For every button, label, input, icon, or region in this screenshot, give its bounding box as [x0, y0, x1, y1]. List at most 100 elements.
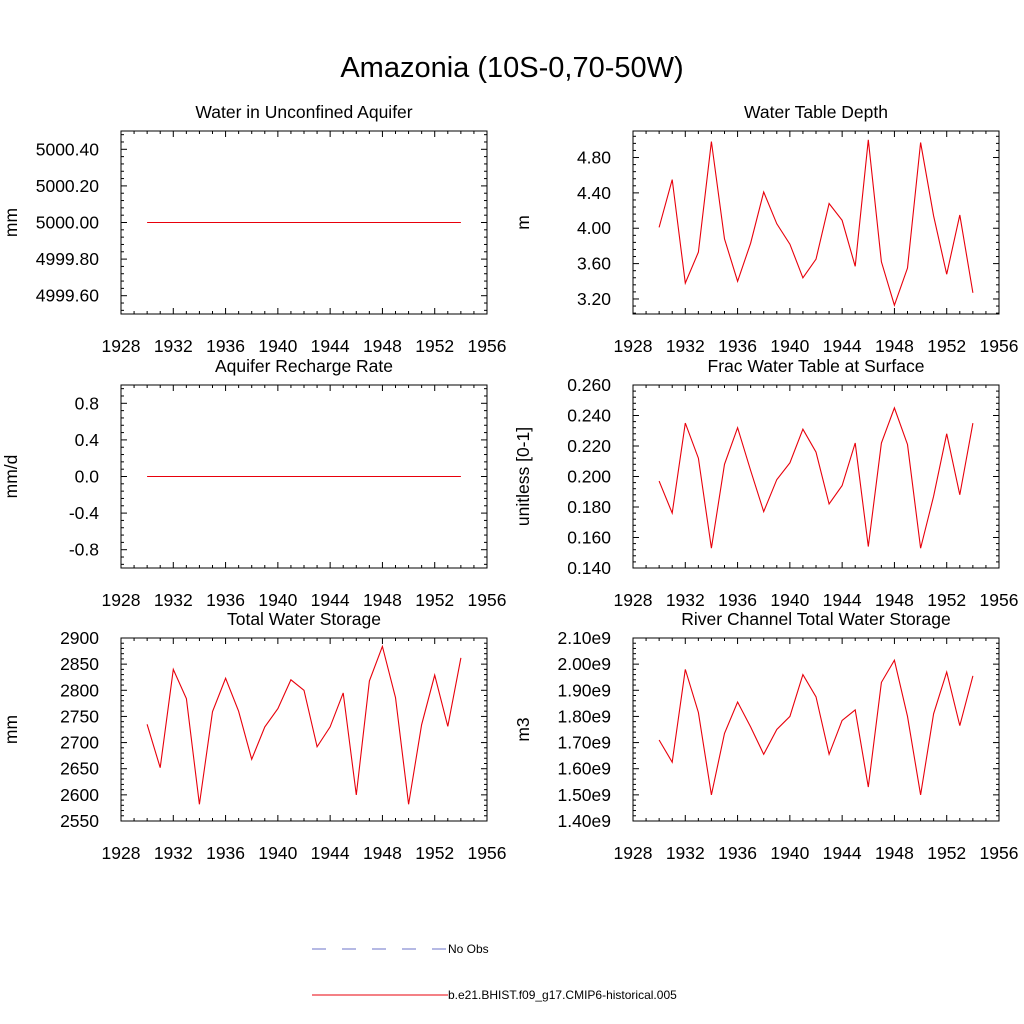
- x-tick-label: 1956: [468, 590, 507, 610]
- y-tick-label: 0.220: [567, 436, 611, 456]
- x-tick-label: 1956: [980, 843, 1019, 863]
- x-tick-label: 1928: [614, 590, 653, 610]
- y-axis-label: m: [513, 215, 533, 230]
- y-tick-label: 2900: [60, 628, 99, 648]
- y-tick-label: 2600: [60, 785, 99, 805]
- y-tick-label: 2650: [60, 759, 99, 779]
- chart-panel-2: Aquifer Recharge Rate mm/d 1928 1932 1936 194…: [1, 356, 506, 610]
- x-tick-label: 1940: [770, 336, 809, 356]
- y-tick-label: 0.140: [567, 558, 611, 578]
- y-axis-label: mm: [1, 208, 21, 237]
- x-tick-label: 1944: [311, 843, 350, 863]
- x-tick-label: 1944: [823, 336, 862, 356]
- x-tick-label: 1932: [154, 843, 193, 863]
- x-tick-label: 1956: [980, 590, 1019, 610]
- y-tick-label: 0.260: [567, 375, 611, 395]
- y-tick-label: 0.8: [75, 393, 99, 413]
- panel-title: Frac Water Table at Surface: [708, 356, 925, 376]
- plot-frame: [632, 637, 1000, 822]
- x-tick-label: 1952: [415, 336, 454, 356]
- y-tick-label: 2700: [60, 733, 99, 753]
- y-tick-label: 5000.40: [36, 139, 100, 159]
- y-tick-label: 1.50e9: [557, 785, 611, 805]
- x-tick-label: 1936: [718, 590, 757, 610]
- x-tick-label: 1948: [363, 336, 402, 356]
- y-tick-label: 0.0: [75, 467, 100, 487]
- chart-panel-0: Water in Unconfined Aquifer mm 1928 1932 193…: [1, 102, 506, 356]
- x-tick-label: 1956: [468, 843, 507, 863]
- y-tick-label: 1.80e9: [557, 706, 611, 726]
- x-tick-label: 1952: [927, 336, 966, 356]
- x-tick-label: 1952: [415, 590, 454, 610]
- figure-title: Amazonia (10S-0,70-50W): [340, 52, 684, 84]
- y-tick-label: 2.00e9: [557, 654, 611, 674]
- x-tick-label: 1940: [258, 336, 297, 356]
- y-tick-label: 2800: [60, 680, 99, 700]
- x-tick-label: 1928: [102, 590, 141, 610]
- series-line: [146, 644, 462, 805]
- panel-grid: Water in Unconfined Aquifer mm 1928 1932 193…: [1, 102, 1019, 863]
- x-tick-label: 1928: [102, 336, 141, 356]
- y-tick-label: 4999.80: [36, 249, 100, 269]
- series-line: [658, 658, 974, 796]
- plot-frame: [632, 130, 1000, 315]
- x-tick-label: 1940: [770, 843, 809, 863]
- y-tick-label: -0.4: [69, 503, 99, 523]
- x-tick-label: 1948: [875, 590, 914, 610]
- y-tick-label: 0.240: [567, 406, 611, 426]
- series-line: [658, 139, 974, 307]
- y-tick-label: 4999.60: [36, 286, 100, 306]
- x-tick-label: 1932: [666, 336, 705, 356]
- y-tick-label: 2.10e9: [557, 628, 611, 648]
- y-tick-label: 2550: [60, 811, 99, 831]
- y-tick-label: 1.70e9: [557, 733, 611, 753]
- x-tick-label: 1948: [363, 843, 402, 863]
- panel-title: River Channel Total Water Storage: [681, 609, 950, 629]
- y-tick-label: 0.160: [567, 528, 611, 548]
- legend-line-no-obs: [312, 948, 448, 950]
- panel-title: Total Water Storage: [227, 609, 381, 629]
- x-tick-label: 1944: [311, 336, 350, 356]
- y-tick-label: 5000.20: [36, 176, 100, 196]
- x-tick-label: 1932: [154, 590, 193, 610]
- x-tick-label: 1956: [980, 336, 1019, 356]
- chart-panel-4: Total Water Storage mm 1928 1932 1936 1940 194…: [1, 609, 506, 863]
- y-tick-label: 4.00: [577, 218, 611, 238]
- y-tick-label: 0.180: [567, 497, 611, 517]
- legend-label-model: b.e21.BHIST.f09_g17.CMIP6-historical.005: [448, 988, 677, 1002]
- x-tick-label: 1944: [823, 843, 862, 863]
- x-tick-label: 1936: [206, 843, 245, 863]
- y-axis-label: mm/d: [1, 455, 21, 499]
- x-tick-label: 1928: [614, 843, 653, 863]
- chart-panel-1: Water Table Depth m 1928 1932 1936 1940 1944 19…: [513, 102, 1018, 356]
- x-tick-label: 1952: [415, 843, 454, 863]
- x-tick-label: 1936: [718, 843, 757, 863]
- legend-item-no-obs: No Obs: [312, 941, 489, 957]
- x-tick-label: 1952: [927, 843, 966, 863]
- x-tick-label: 1948: [875, 843, 914, 863]
- legend-line-model: [312, 994, 448, 996]
- y-tick-label: 0.4: [75, 430, 100, 450]
- x-tick-label: 1932: [666, 843, 705, 863]
- legend-item-model: b.e21.BHIST.f09_g17.CMIP6-historical.005: [312, 987, 677, 1003]
- x-tick-label: 1948: [875, 336, 914, 356]
- x-tick-label: 1928: [102, 843, 141, 863]
- x-tick-label: 1936: [206, 336, 245, 356]
- y-tick-label: 1.90e9: [557, 680, 611, 700]
- y-tick-label: 3.20: [577, 289, 611, 309]
- y-tick-label: 4.80: [577, 148, 611, 168]
- y-axis-label: mm: [1, 715, 21, 744]
- y-axis-label: unitless [0-1]: [513, 427, 533, 526]
- x-tick-label: 1948: [363, 590, 402, 610]
- y-tick-label: 1.40e9: [557, 811, 611, 831]
- x-tick-label: 1928: [614, 336, 653, 356]
- y-tick-label: 5000.00: [36, 213, 100, 233]
- panel-title: Aquifer Recharge Rate: [215, 356, 393, 376]
- y-tick-label: 2750: [60, 706, 99, 726]
- x-tick-label: 1936: [206, 590, 245, 610]
- panel-title: Water Table Depth: [744, 102, 888, 122]
- y-tick-label: 4.40: [577, 183, 611, 203]
- x-tick-label: 1952: [927, 590, 966, 610]
- x-tick-label: 1932: [666, 590, 705, 610]
